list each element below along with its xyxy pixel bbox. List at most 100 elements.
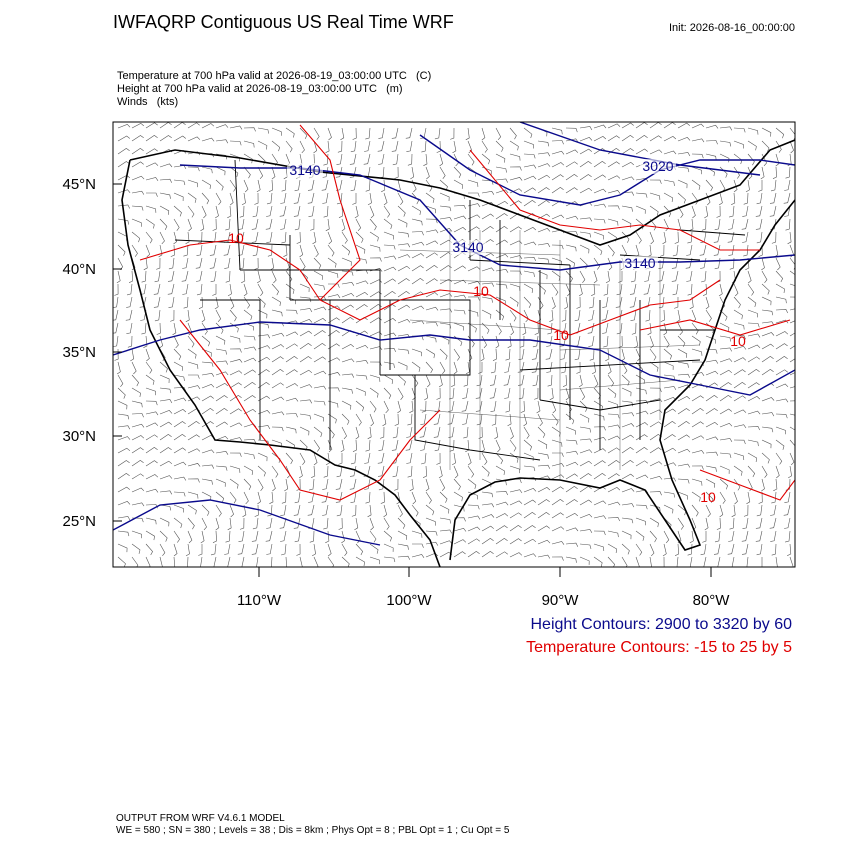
wind-barb bbox=[257, 356, 271, 363]
wind-barb bbox=[257, 465, 266, 477]
wind-barb bbox=[154, 270, 161, 283]
footer-line: WE = 580 ; SN = 380 ; Levels = 38 ; Dis … bbox=[116, 825, 510, 836]
wind-barb bbox=[635, 460, 648, 467]
wind-barb bbox=[397, 530, 408, 540]
wind-barb bbox=[761, 270, 768, 283]
wind-barb bbox=[201, 348, 212, 357]
wind-barb bbox=[391, 127, 399, 139]
wind-barb bbox=[593, 374, 599, 388]
wind-barb bbox=[299, 399, 313, 404]
wind-barb bbox=[243, 382, 256, 389]
wind-barb bbox=[607, 205, 620, 210]
wind-barb bbox=[509, 500, 523, 506]
wind-barb bbox=[565, 244, 577, 252]
wind-barb bbox=[126, 296, 133, 308]
wind-barb bbox=[677, 434, 690, 441]
wind-barb bbox=[114, 283, 119, 296]
wind-barb bbox=[565, 149, 579, 155]
wind-barb bbox=[438, 374, 443, 388]
wind-barb bbox=[579, 187, 593, 194]
wind-barb bbox=[551, 244, 564, 250]
wind-barb bbox=[453, 153, 459, 167]
wind-barb bbox=[691, 421, 704, 428]
wind-barb bbox=[173, 348, 182, 361]
wind-barb bbox=[618, 271, 623, 283]
wind-barb bbox=[420, 439, 427, 451]
wind-barb bbox=[201, 395, 214, 402]
wind-barb bbox=[421, 400, 427, 413]
wind-barb bbox=[593, 436, 607, 441]
wind-barb bbox=[369, 231, 379, 242]
wind-barb bbox=[411, 348, 422, 357]
wind-barb bbox=[341, 317, 354, 324]
wind-barb bbox=[251, 231, 259, 243]
wind-barb bbox=[588, 309, 595, 321]
temperature-contour-label: 10 bbox=[730, 333, 746, 349]
wind-barb bbox=[383, 205, 391, 218]
wind-barb bbox=[574, 348, 581, 361]
wind-barb bbox=[364, 140, 371, 152]
wind-barb bbox=[593, 161, 606, 168]
wind-barb bbox=[338, 517, 343, 530]
wind-barb bbox=[271, 166, 276, 180]
wind-barb bbox=[747, 396, 761, 402]
wind-barb bbox=[131, 231, 141, 243]
wind-barb bbox=[377, 465, 385, 477]
wind-barb bbox=[433, 413, 441, 425]
wind-barb bbox=[271, 411, 285, 416]
wind-barb bbox=[365, 179, 371, 192]
wind-barb bbox=[325, 452, 330, 466]
wind-barb bbox=[760, 166, 765, 180]
wind-barb bbox=[523, 270, 535, 277]
wind-barb bbox=[467, 538, 480, 545]
wind-barb bbox=[635, 556, 640, 567]
wind-barb bbox=[733, 395, 746, 402]
wind-barb bbox=[716, 517, 721, 530]
wind-barb bbox=[341, 387, 353, 394]
wind-barb bbox=[397, 319, 411, 324]
wind-barb bbox=[243, 166, 251, 179]
wind-barb bbox=[307, 192, 315, 204]
wind-barb bbox=[663, 447, 677, 454]
wind-barb bbox=[719, 465, 730, 474]
wind-barb bbox=[621, 434, 634, 441]
wind-barb bbox=[271, 478, 276, 492]
wind-barb bbox=[537, 539, 551, 545]
wind-barb bbox=[537, 243, 551, 248]
wind-barb bbox=[579, 148, 592, 155]
wind-barb bbox=[397, 291, 410, 298]
wind-barb bbox=[509, 552, 523, 558]
wind-barb bbox=[742, 517, 749, 529]
wind-barb bbox=[238, 218, 245, 230]
wind-barb bbox=[131, 361, 137, 375]
wind-barb bbox=[772, 166, 777, 179]
wind-barb bbox=[425, 491, 432, 504]
wind-barb bbox=[607, 543, 618, 554]
wind-barb bbox=[602, 322, 609, 334]
wind-barb bbox=[621, 517, 634, 524]
wind-barb bbox=[755, 530, 763, 542]
wind-barb bbox=[421, 452, 427, 465]
wind-barb bbox=[621, 122, 634, 129]
wind-barb bbox=[565, 439, 578, 445]
wind-barb bbox=[215, 360, 228, 365]
wind-barb bbox=[188, 374, 200, 379]
wind-barb bbox=[439, 217, 453, 222]
wind-barb bbox=[341, 543, 348, 556]
wind-barb bbox=[663, 150, 677, 155]
wind-barb bbox=[467, 296, 480, 301]
wind-barb bbox=[714, 530, 721, 543]
wind-barb bbox=[196, 283, 203, 296]
wind-barb bbox=[761, 257, 765, 271]
wind-barb bbox=[495, 513, 509, 519]
wind-barb bbox=[607, 517, 620, 522]
wind-barb bbox=[145, 422, 159, 428]
wind-barb bbox=[719, 438, 733, 442]
wind-barb bbox=[691, 372, 705, 376]
wind-barb bbox=[495, 178, 508, 183]
wind-barb bbox=[509, 538, 522, 545]
wind-barb bbox=[663, 374, 676, 381]
wind-barb bbox=[266, 543, 273, 555]
wind-barb bbox=[761, 296, 772, 306]
wind-barb bbox=[215, 309, 222, 322]
